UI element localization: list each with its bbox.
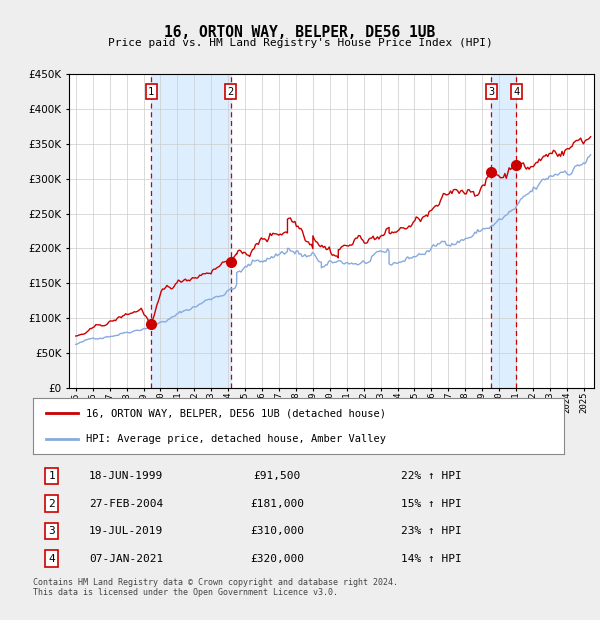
Text: £181,000: £181,000 [250,498,304,508]
Bar [491,74,517,388]
Text: 3: 3 [488,87,494,97]
Text: 15% ↑ HPI: 15% ↑ HPI [401,498,461,508]
Text: 16, ORTON WAY, BELPER, DE56 1UB: 16, ORTON WAY, BELPER, DE56 1UB [164,25,436,40]
Text: 22% ↑ HPI: 22% ↑ HPI [401,471,461,481]
Text: Contains HM Land Registry data © Crown copyright and database right 2024.
This d: Contains HM Land Registry data © Crown c… [33,578,398,597]
Text: 23% ↑ HPI: 23% ↑ HPI [401,526,461,536]
Text: 14% ↑ HPI: 14% ↑ HPI [401,554,461,564]
Text: 4: 4 [48,554,55,564]
Text: 2: 2 [48,498,55,508]
Text: 2: 2 [227,87,234,97]
Text: 19-JUL-2019: 19-JUL-2019 [89,526,163,536]
Text: 1: 1 [148,87,154,97]
Text: 16, ORTON WAY, BELPER, DE56 1UB (detached house): 16, ORTON WAY, BELPER, DE56 1UB (detache… [86,408,386,418]
Bar [151,74,231,388]
Text: Price paid vs. HM Land Registry's House Price Index (HPI): Price paid vs. HM Land Registry's House … [107,38,493,48]
Text: 3: 3 [48,526,55,536]
Text: 27-FEB-2004: 27-FEB-2004 [89,498,163,508]
Text: 4: 4 [514,87,520,97]
Text: 07-JAN-2021: 07-JAN-2021 [89,554,163,564]
Text: £320,000: £320,000 [250,554,304,564]
Text: HPI: Average price, detached house, Amber Valley: HPI: Average price, detached house, Ambe… [86,434,386,444]
Text: 1: 1 [48,471,55,481]
Text: £310,000: £310,000 [250,526,304,536]
Text: £91,500: £91,500 [254,471,301,481]
Text: 18-JUN-1999: 18-JUN-1999 [89,471,163,481]
